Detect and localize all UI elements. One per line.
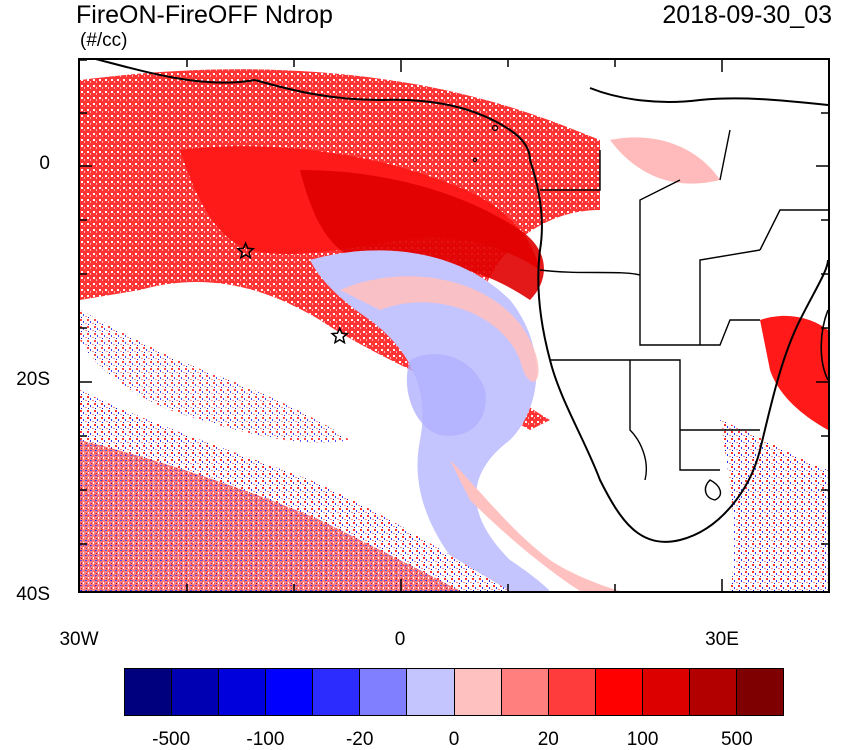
- colorbar-box: [737, 669, 784, 715]
- colorbar-tick-label: 100: [626, 729, 659, 750]
- colorbar-box: [125, 669, 173, 715]
- colorbar-box: [313, 669, 361, 715]
- lon-label-0: 0: [394, 629, 406, 650]
- colorbar-box: [548, 669, 596, 715]
- units-label: (#/cc): [80, 30, 128, 51]
- lon-label-30e: 30E: [705, 629, 739, 650]
- colorbar-box: [501, 669, 549, 715]
- colorbar-tick-label: 500: [720, 729, 753, 750]
- colorbar: [124, 668, 784, 716]
- colorbar-tick-label: -500: [152, 729, 191, 750]
- colorbar-box: [454, 669, 502, 715]
- colorbar-tick-label: 0: [448, 729, 460, 750]
- lat-label-20s: 20S: [16, 369, 50, 390]
- lat-label-0: 0: [39, 153, 50, 174]
- colorbar-tick-label: 20: [537, 729, 559, 750]
- colorbar-tick-label: -20: [345, 729, 374, 750]
- colorbar-tick-label: -100: [246, 729, 285, 750]
- map-canvas: [80, 60, 828, 591]
- colorbar-box: [689, 669, 738, 715]
- colorbar-box: [219, 669, 267, 715]
- colorbar-box: [360, 669, 408, 715]
- map-title: FireON-FireOFF Ndrop: [76, 1, 333, 29]
- datetime-label: 2018-09-30_03: [662, 1, 832, 29]
- colorbar-box: [172, 669, 220, 715]
- lat-label-40s: 40S: [16, 584, 50, 605]
- map-panel: [78, 58, 830, 593]
- colorbar-box: [266, 669, 314, 715]
- colorbar-box: [407, 669, 455, 715]
- star-marker: [330, 326, 350, 345]
- marker-layer: [236, 241, 350, 345]
- colorbar-box: [642, 669, 690, 715]
- star-marker: [236, 241, 256, 260]
- colorbar-box: [595, 669, 643, 715]
- tick-marks: [80, 60, 828, 591]
- lon-label-30w: 30W: [59, 629, 99, 650]
